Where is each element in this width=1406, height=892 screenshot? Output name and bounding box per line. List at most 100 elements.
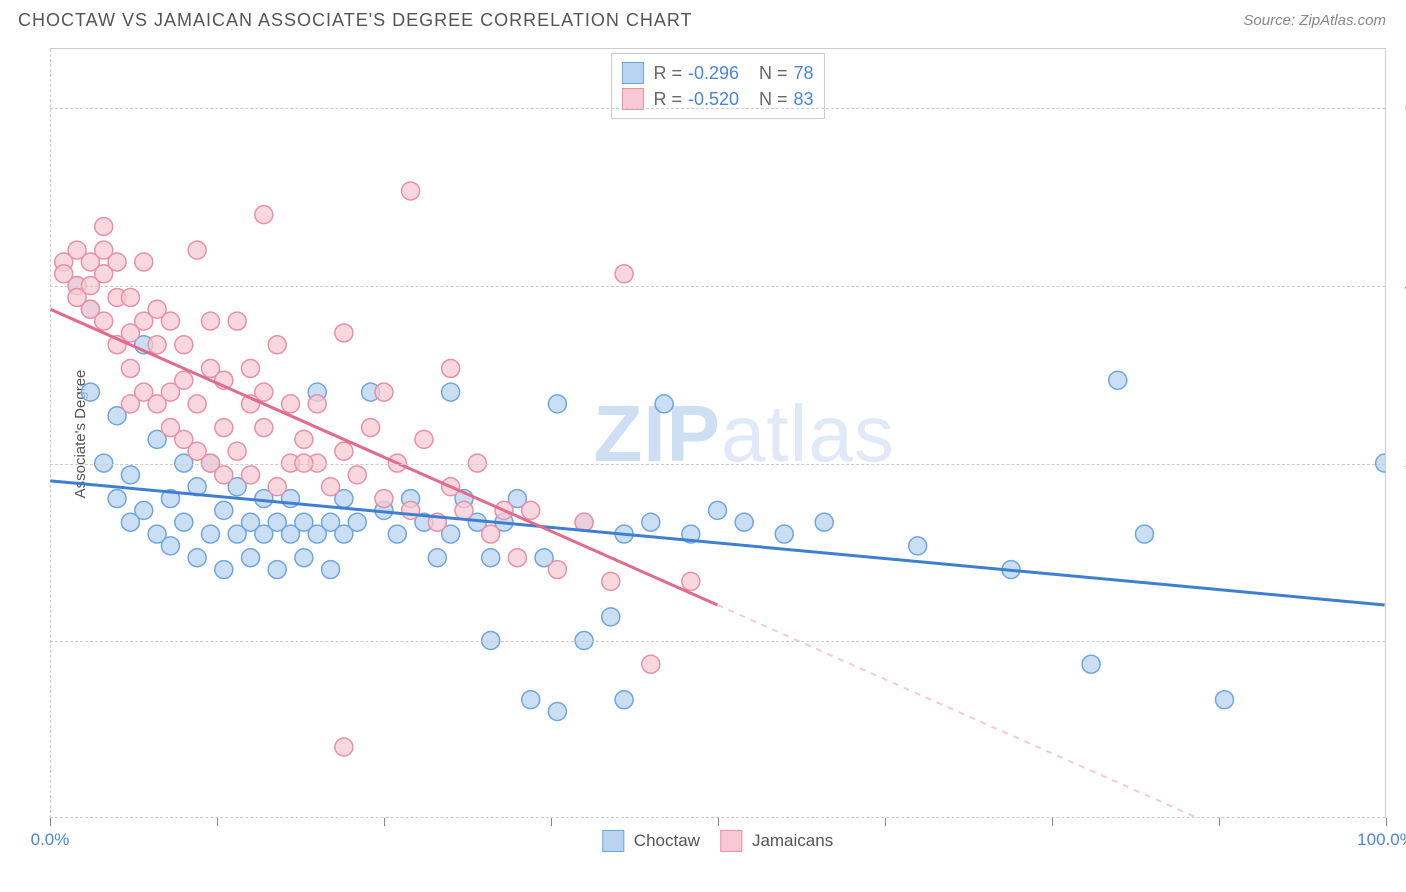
trend-line xyxy=(50,481,1384,605)
gridline-h xyxy=(50,641,1385,642)
legend-item: Choctaw xyxy=(602,830,700,852)
data-point xyxy=(228,312,246,330)
data-point xyxy=(1109,371,1127,389)
data-point xyxy=(108,253,126,271)
data-point xyxy=(682,572,700,590)
data-point xyxy=(508,549,526,567)
data-point xyxy=(95,312,113,330)
legend-swatch xyxy=(621,88,643,110)
data-point xyxy=(482,549,500,567)
data-point xyxy=(909,537,927,555)
data-point xyxy=(282,395,300,413)
data-point xyxy=(348,466,366,484)
data-point xyxy=(615,265,633,283)
x-tick-mark xyxy=(1219,818,1220,826)
data-point xyxy=(1216,691,1234,709)
chart-title: CHOCTAW VS JAMAICAN ASSOCIATE'S DEGREE C… xyxy=(18,10,693,31)
x-tick-label: 0.0% xyxy=(31,830,70,850)
data-point xyxy=(1135,525,1153,543)
data-point xyxy=(188,442,206,460)
data-point xyxy=(375,490,393,508)
x-tick-mark xyxy=(1052,818,1053,826)
data-point xyxy=(335,324,353,342)
data-point xyxy=(335,738,353,756)
series-legend: Choctaw Jamaicans xyxy=(602,830,833,852)
legend-swatch xyxy=(720,830,742,852)
data-point xyxy=(121,359,139,377)
data-point xyxy=(308,395,326,413)
gridline-h xyxy=(50,108,1385,109)
data-point xyxy=(322,561,340,579)
data-point xyxy=(268,478,286,496)
data-point xyxy=(455,501,473,519)
data-point xyxy=(121,395,139,413)
chart-area: Associate's Degree ZIPatlas R = -0.296N … xyxy=(50,48,1386,818)
legend-r-value: -0.296 xyxy=(688,60,739,86)
data-point xyxy=(161,537,179,555)
scatter-plot-svg xyxy=(50,49,1385,818)
data-point xyxy=(161,312,179,330)
data-point xyxy=(522,691,540,709)
legend-label: Jamaicans xyxy=(752,831,833,851)
x-tick-mark xyxy=(50,818,51,826)
data-point xyxy=(442,359,460,377)
data-point xyxy=(402,501,420,519)
x-tick-mark xyxy=(551,818,552,826)
data-point xyxy=(295,430,313,448)
data-point xyxy=(735,513,753,531)
data-point xyxy=(482,525,500,543)
data-point xyxy=(655,395,673,413)
data-point xyxy=(1082,655,1100,673)
data-point xyxy=(522,501,540,519)
x-tick-mark xyxy=(217,818,218,826)
data-point xyxy=(242,549,260,567)
data-point xyxy=(95,217,113,235)
data-point xyxy=(161,419,179,437)
source-attribution: Source: ZipAtlas.com xyxy=(1243,12,1386,29)
data-point xyxy=(215,561,233,579)
data-point xyxy=(442,383,460,401)
data-point xyxy=(295,549,313,567)
legend-row: R = -0.296 N = 78 xyxy=(621,60,813,86)
data-point xyxy=(548,561,566,579)
legend-swatch xyxy=(602,830,624,852)
data-point xyxy=(268,561,286,579)
data-point xyxy=(175,336,193,354)
x-tick-mark xyxy=(885,818,886,826)
data-point xyxy=(815,513,833,531)
x-tick-mark xyxy=(384,818,385,826)
legend-r-label: R = xyxy=(653,60,682,86)
data-point xyxy=(255,206,273,224)
data-point xyxy=(428,549,446,567)
data-point xyxy=(335,442,353,460)
data-point xyxy=(388,525,406,543)
data-point xyxy=(642,513,660,531)
trend-line-extrapolated xyxy=(718,605,1252,818)
data-point xyxy=(322,478,340,496)
data-point xyxy=(121,288,139,306)
data-point xyxy=(135,501,153,519)
x-tick-mark xyxy=(718,818,719,826)
gridline-h xyxy=(50,286,1385,287)
data-point xyxy=(548,703,566,721)
data-point xyxy=(242,359,260,377)
data-point xyxy=(121,466,139,484)
legend-n-value: 78 xyxy=(794,60,814,86)
x-tick-label: 100.0% xyxy=(1357,830,1406,850)
data-point xyxy=(362,419,380,437)
data-point xyxy=(255,383,273,401)
data-point xyxy=(201,312,219,330)
data-point xyxy=(215,419,233,437)
data-point xyxy=(548,395,566,413)
legend-swatch xyxy=(621,62,643,84)
chart-header: CHOCTAW VS JAMAICAN ASSOCIATE'S DEGREE C… xyxy=(0,0,1406,35)
data-point xyxy=(201,525,219,543)
data-point xyxy=(81,383,99,401)
data-point xyxy=(775,525,793,543)
legend-n-label: N = xyxy=(759,60,788,86)
data-point xyxy=(108,490,126,508)
data-point xyxy=(148,336,166,354)
data-point xyxy=(175,513,193,531)
x-tick-mark xyxy=(1386,818,1387,826)
data-point xyxy=(175,371,193,389)
